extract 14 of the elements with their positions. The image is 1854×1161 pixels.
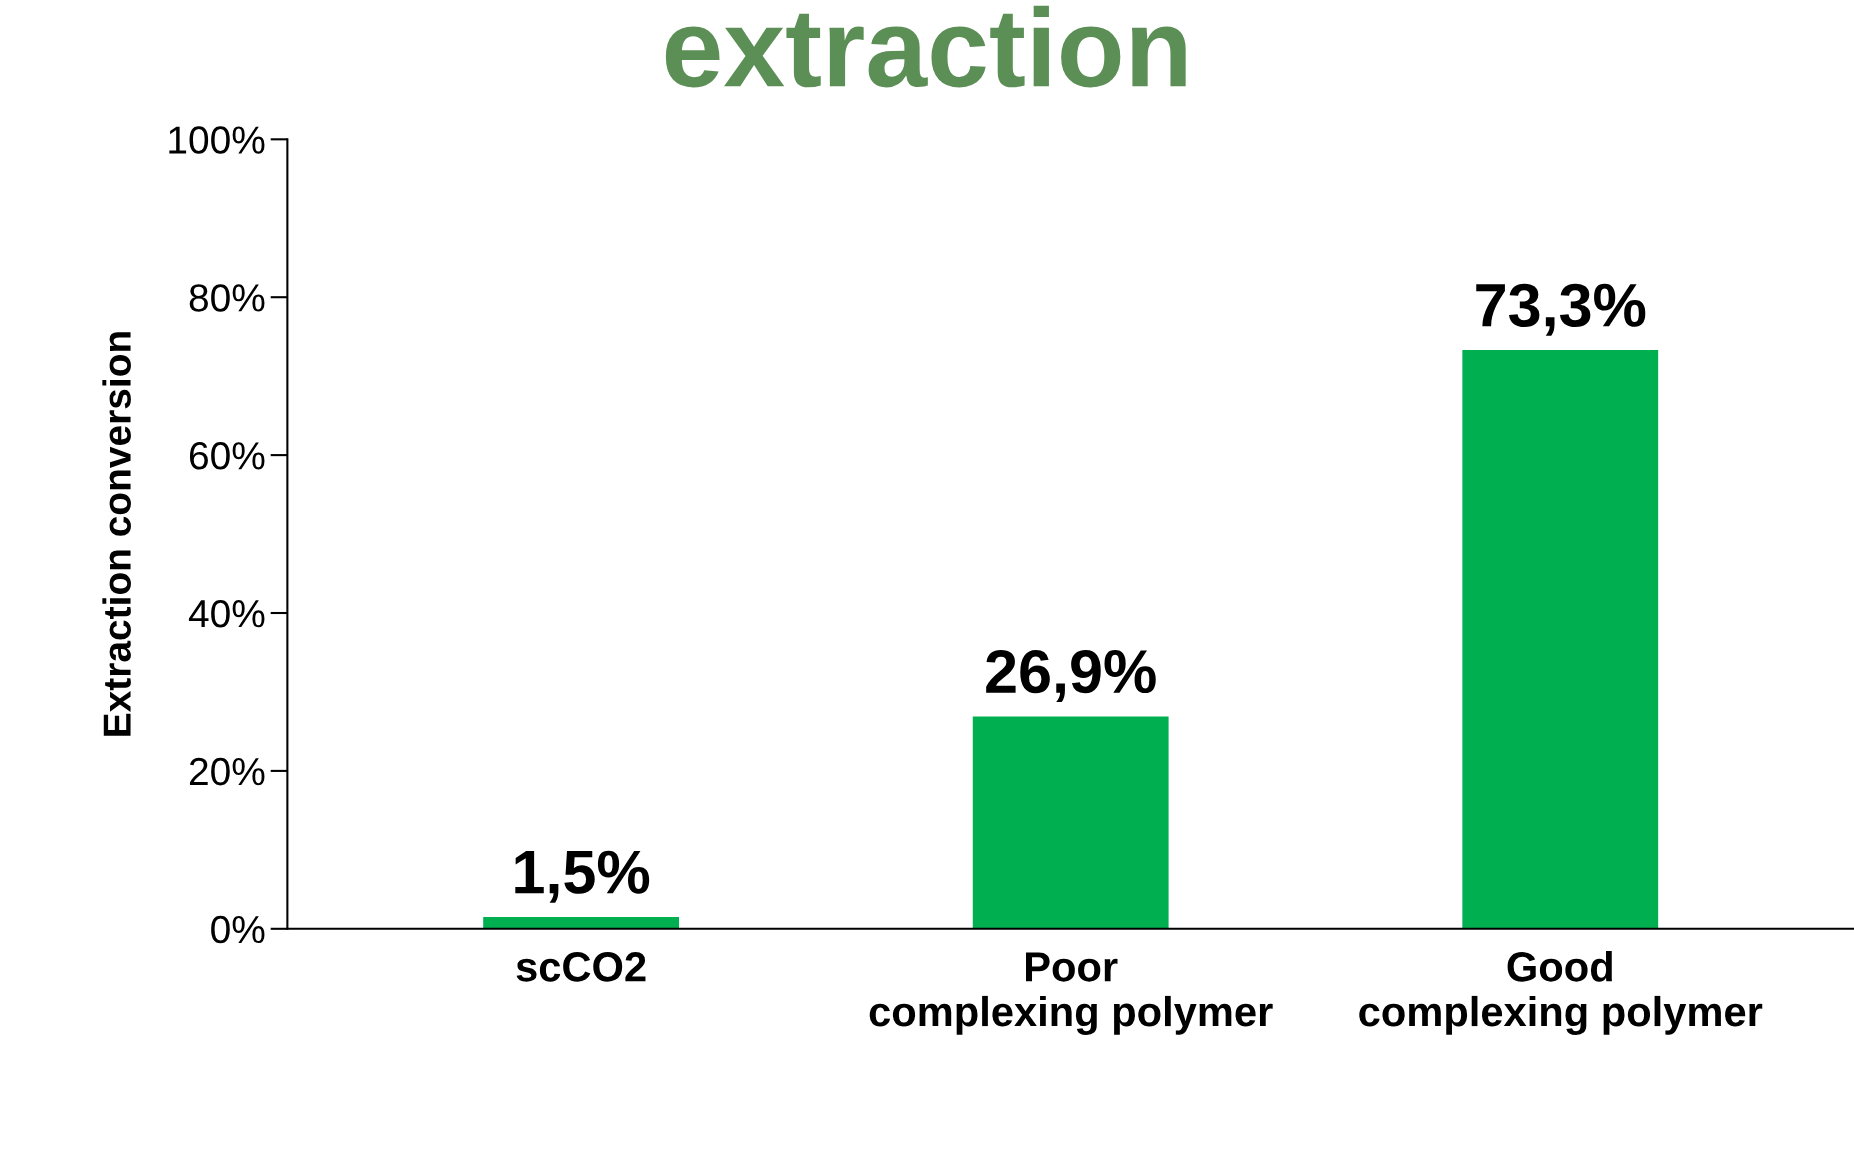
x-tick-label: Poor complexing polymer [869, 952, 1273, 1035]
data-label: 26,9% [986, 649, 1156, 703]
x-tick-label: Good complexing polymer [1359, 951, 1763, 1035]
y-tick-label: 0% [211, 915, 265, 944]
data-label: 1,5% [515, 850, 650, 903]
chart-title: extraction [665, 5, 1186, 88]
data-label: 73,3% [1476, 283, 1646, 336]
y-tick-label: 100% [169, 126, 265, 154]
y-tick-label: 40% [188, 599, 265, 628]
y-tick-label: 60% [189, 442, 265, 470]
x-tick-label: scCO2 [516, 952, 646, 982]
y-tick-label: 20% [189, 757, 265, 786]
y-tick-label: 80% [189, 284, 265, 312]
y-axis-title: Extraction conversion [102, 332, 131, 736]
